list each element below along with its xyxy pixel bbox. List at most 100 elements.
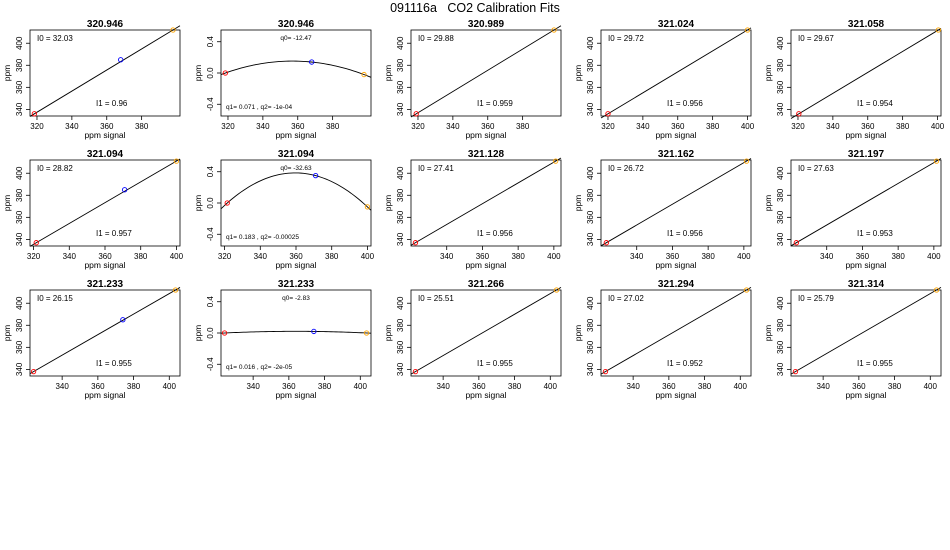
y-tick-label: 340 bbox=[586, 232, 595, 246]
y-axis-label: ppm bbox=[763, 195, 773, 212]
chart-panel: 321.058 320 340 360 380 400 340 360 380 400 ppm si… bbox=[763, 19, 945, 140]
y-axis-label: ppm bbox=[2, 325, 12, 342]
intercept-annotation: I0 = 26.72 bbox=[608, 164, 644, 173]
y-tick-label: 380 bbox=[396, 188, 405, 202]
chart-panel: 321.233 340 360 380 400 -0.4 0.0 0.4 ppm signal p… bbox=[193, 279, 372, 400]
x-tick-label: 360 bbox=[671, 122, 685, 131]
data-point bbox=[933, 158, 940, 164]
data-point bbox=[793, 240, 800, 246]
data-point bbox=[603, 240, 610, 246]
plot-frame bbox=[410, 289, 562, 377]
intercept-annotation: I0 = 27.63 bbox=[798, 164, 834, 173]
x-axis-label: ppm signal bbox=[655, 130, 696, 140]
chart-title: 321.162 bbox=[658, 149, 695, 160]
x-tick-label: 360 bbox=[91, 382, 105, 391]
y-tick-label: 0.0 bbox=[206, 327, 215, 339]
intercept-annotation: I0 = 28.82 bbox=[37, 164, 73, 173]
x-tick-label: 340 bbox=[254, 252, 268, 261]
x-tick-label: 360 bbox=[852, 382, 866, 391]
y-tick-label: 380 bbox=[15, 318, 24, 332]
y-tick-label: 360 bbox=[776, 210, 785, 224]
data-point bbox=[170, 27, 176, 33]
y-tick-label: 340 bbox=[586, 102, 595, 116]
x-tick-label: 400 bbox=[737, 252, 751, 261]
y-tick-label: 400 bbox=[776, 166, 785, 180]
fit-curve bbox=[220, 172, 372, 211]
x-tick-label: 380 bbox=[891, 252, 905, 261]
q0-annotation: q0= -32.63 bbox=[280, 165, 312, 172]
x-tick-label: 320 bbox=[601, 122, 615, 131]
chart-title: 321.233 bbox=[278, 279, 315, 290]
x-axis-label: ppm signal bbox=[275, 260, 316, 270]
y-tick-label: 360 bbox=[396, 80, 405, 94]
slope-annotation: I1 = 0.955 bbox=[477, 359, 513, 368]
x-tick-label: 400 bbox=[924, 382, 938, 391]
slope-annotation: I1 = 0.952 bbox=[667, 359, 703, 368]
fit-line bbox=[29, 287, 181, 375]
chart-title: 321.294 bbox=[658, 279, 695, 290]
y-tick-label: 400 bbox=[776, 296, 785, 310]
data-point bbox=[311, 328, 317, 335]
data-point bbox=[364, 204, 371, 210]
y-tick-label: 400 bbox=[776, 36, 785, 50]
y-tick-label: -0.4 bbox=[206, 357, 215, 371]
x-tick-label: 360 bbox=[861, 122, 875, 131]
y-axis-label: ppm bbox=[573, 65, 583, 82]
y-tick-label: 380 bbox=[586, 318, 595, 332]
data-point bbox=[552, 158, 559, 164]
y-tick-label: 340 bbox=[776, 102, 785, 116]
data-point bbox=[602, 368, 609, 375]
x-tick-label: 360 bbox=[289, 252, 303, 261]
plot-frame bbox=[600, 289, 752, 377]
y-axis-label: ppm bbox=[383, 65, 393, 82]
fit-line bbox=[29, 25, 181, 117]
chart-panel: 321.233 340 360 380 400 340 360 380 400 ppm signa… bbox=[2, 279, 181, 400]
x-tick-label: 380 bbox=[134, 252, 148, 261]
data-point bbox=[31, 111, 38, 117]
y-axis-label: ppm bbox=[2, 65, 12, 82]
x-tick-label: 360 bbox=[476, 252, 490, 261]
chart-panel: 321.314 340 360 380 400 340 360 380 400 ppm signa… bbox=[763, 279, 942, 400]
chart-title: 321.128 bbox=[468, 149, 505, 160]
y-tick-label: 0.4 bbox=[206, 36, 215, 48]
data-point bbox=[413, 111, 419, 117]
x-tick-label: 380 bbox=[698, 382, 712, 391]
x-tick-label: 400 bbox=[163, 382, 177, 391]
x-tick-label: 360 bbox=[481, 122, 495, 131]
y-tick-label: 380 bbox=[15, 188, 24, 202]
chart-title: 321.024 bbox=[658, 19, 695, 30]
x-tick-label: 400 bbox=[354, 382, 368, 391]
y-tick-label: 380 bbox=[15, 58, 24, 72]
data-point bbox=[309, 59, 315, 65]
intercept-annotation: I0 = 27.02 bbox=[608, 294, 644, 303]
plot-frame bbox=[790, 289, 942, 377]
y-tick-label: 400 bbox=[15, 36, 24, 50]
x-tick-label: 320 bbox=[218, 252, 232, 261]
y-tick-label: 360 bbox=[15, 340, 24, 354]
data-point bbox=[224, 200, 230, 206]
x-tick-label: 320 bbox=[221, 122, 235, 131]
chart-title: 321.314 bbox=[848, 279, 885, 290]
y-tick-label: 400 bbox=[15, 166, 24, 180]
x-tick-label: 380 bbox=[508, 382, 522, 391]
x-tick-label: 340 bbox=[820, 252, 834, 261]
q0-annotation: q0= -2.83 bbox=[282, 295, 310, 302]
x-tick-label: 360 bbox=[291, 122, 305, 131]
chart-title: 320.989 bbox=[468, 19, 505, 30]
x-axis-label: ppm signal bbox=[465, 390, 506, 400]
fit-curve bbox=[220, 330, 372, 334]
y-tick-label: 0.0 bbox=[206, 197, 215, 209]
intercept-annotation: I0 = 29.72 bbox=[608, 34, 644, 43]
y-tick-label: 380 bbox=[396, 58, 405, 72]
chart-panel: 321.094 320 340 360 380 400 -0.4 0.0 0.4 ppm sign… bbox=[193, 149, 375, 270]
data-point bbox=[361, 71, 367, 78]
y-axis-label: ppm bbox=[193, 325, 203, 342]
data-point bbox=[792, 368, 799, 375]
x-axis-label: ppm signal bbox=[275, 130, 316, 140]
plot-frame bbox=[29, 29, 181, 117]
slope-annotation: I1 = 0.959 bbox=[477, 99, 513, 108]
x-tick-label: 340 bbox=[446, 122, 460, 131]
plot-frame bbox=[410, 29, 562, 117]
data-point bbox=[796, 111, 802, 117]
x-tick-label: 340 bbox=[246, 382, 260, 391]
